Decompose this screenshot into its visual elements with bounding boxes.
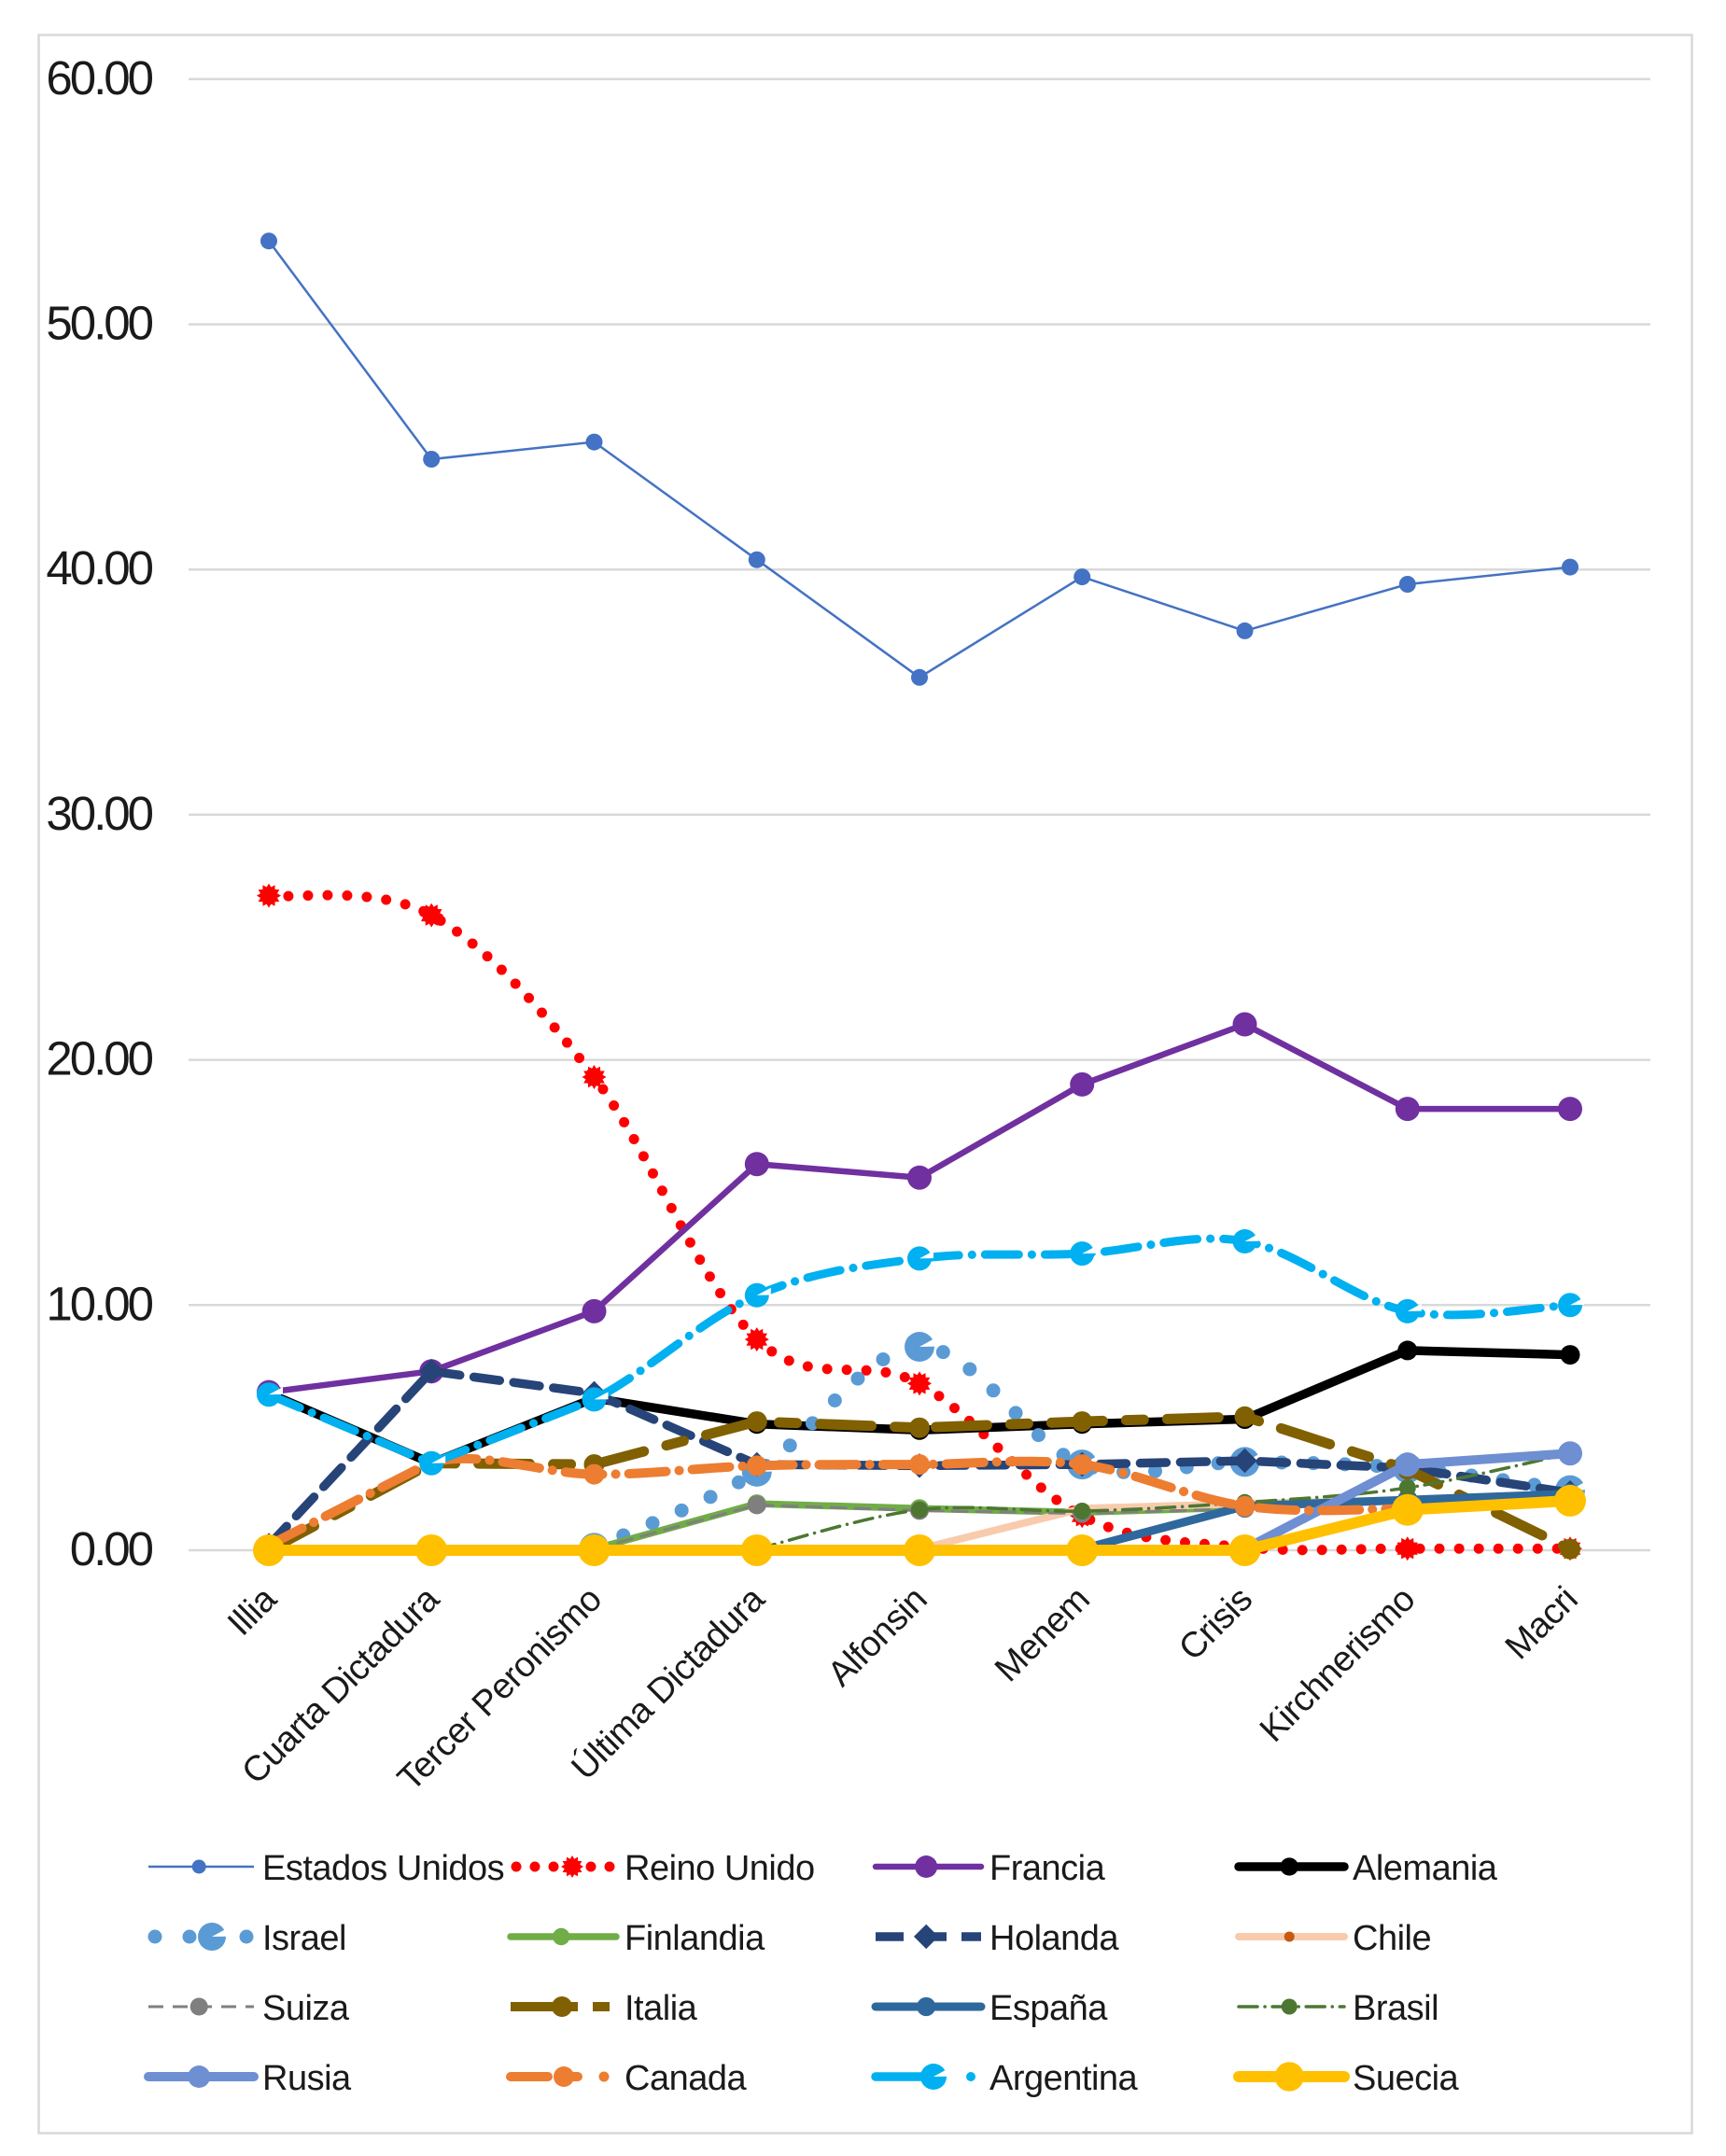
svg-text:Italia: Italia bbox=[624, 1989, 698, 2028]
svg-text:Chile: Chile bbox=[1353, 1919, 1431, 1958]
svg-text:0.00: 0.00 bbox=[70, 1522, 153, 1575]
svg-text:Argentina: Argentina bbox=[989, 2059, 1139, 2098]
svg-text:30.00: 30.00 bbox=[46, 787, 152, 840]
svg-text:España: España bbox=[989, 1989, 1108, 2028]
svg-text:Finlandia: Finlandia bbox=[624, 1919, 765, 1958]
svg-text:Canada: Canada bbox=[624, 2059, 747, 2098]
svg-text:Brasil: Brasil bbox=[1353, 1989, 1438, 2028]
svg-text:40.00: 40.00 bbox=[46, 541, 152, 595]
svg-text:50.00: 50.00 bbox=[46, 297, 152, 350]
svg-text:10.00: 10.00 bbox=[46, 1277, 152, 1330]
svg-text:20.00: 20.00 bbox=[46, 1032, 152, 1085]
svg-text:Alemania: Alemania bbox=[1353, 1849, 1498, 1888]
svg-text:Israel: Israel bbox=[262, 1919, 346, 1958]
svg-text:Suiza: Suiza bbox=[262, 1989, 350, 2028]
svg-text:Holanda: Holanda bbox=[989, 1919, 1119, 1958]
svg-text:Rusia: Rusia bbox=[262, 2059, 352, 2098]
svg-text:Estados Unidos: Estados Unidos bbox=[262, 1849, 504, 1888]
svg-text:Suecia: Suecia bbox=[1353, 2059, 1460, 2098]
svg-text:Francia: Francia bbox=[989, 1849, 1106, 1888]
svg-text:60.00: 60.00 bbox=[46, 51, 152, 105]
svg-text:Reino Unido: Reino Unido bbox=[624, 1849, 815, 1888]
